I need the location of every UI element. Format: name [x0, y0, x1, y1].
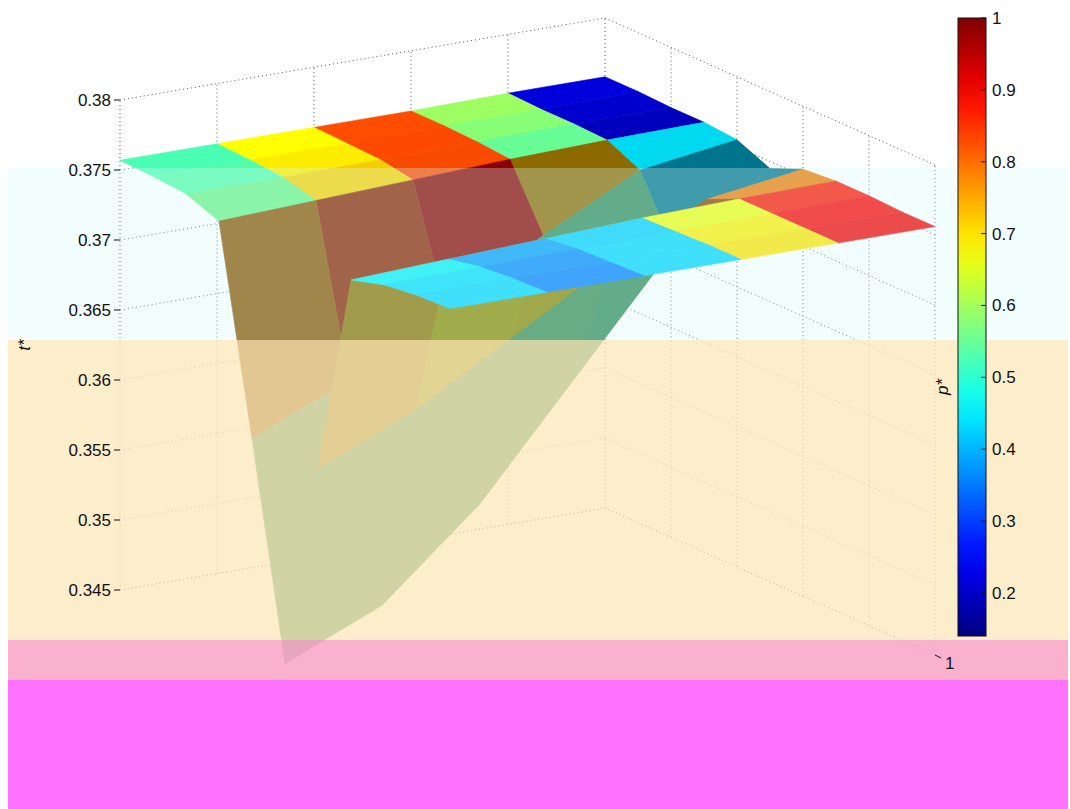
tick — [981, 377, 986, 378]
background — [0, 0, 1070, 809]
band — [8, 168, 1068, 340]
colorbar-ticks: 0.2 0.3 0.4 0.5 0.6 0.7 0.8 0.9 1 — [981, 9, 1016, 603]
tick-label: 0.2 — [992, 584, 1016, 603]
tick — [981, 592, 986, 593]
tick-label: 0.3 — [992, 512, 1016, 531]
tick-label: 0.35 — [78, 511, 111, 530]
tick — [114, 380, 120, 381]
tick-label: 0.355 — [68, 441, 111, 460]
colorbar-title: p* — [933, 378, 952, 396]
band — [8, 640, 1068, 680]
tick — [114, 590, 120, 591]
tick — [981, 161, 986, 162]
tick — [935, 655, 941, 658]
tick — [981, 89, 986, 90]
band — [8, 340, 1068, 640]
tick — [114, 310, 120, 311]
tick — [114, 240, 120, 241]
tick-label: 0.365 — [68, 301, 111, 320]
band — [8, 680, 1068, 809]
tick-label: 0.38 — [78, 91, 111, 110]
overlay-bands — [8, 168, 1068, 809]
tick — [114, 170, 120, 171]
tick — [114, 100, 120, 101]
tick — [981, 233, 986, 234]
tick-label: 0.6 — [992, 296, 1016, 315]
tick-label: 0.36 — [78, 371, 111, 390]
tick — [114, 520, 120, 521]
tick-label: 0.5 — [992, 368, 1016, 387]
grid-line — [120, 18, 605, 100]
tick — [981, 521, 986, 522]
tick — [114, 450, 120, 451]
tick — [981, 449, 986, 450]
tick-label: 0.345 — [68, 581, 111, 600]
texts: 0.345 0.35 0.355 0.36 0.365 0.37 0.375 0.38 t* 1 — [15, 91, 954, 673]
colorbar — [958, 18, 986, 636]
tick-label: 0.4 — [992, 440, 1016, 459]
tick-label: 0.9 — [992, 81, 1016, 100]
tick-label: 0.7 — [992, 225, 1016, 244]
tick-label: 1 — [945, 654, 954, 673]
tick-label: 1 — [992, 9, 1001, 28]
axis-title: t* — [15, 338, 34, 351]
tick-label: 0.375 — [68, 161, 111, 180]
tick-label: 0.37 — [78, 231, 111, 250]
tick-label: 0.8 — [992, 153, 1016, 172]
chart: 0.3450.350.3550.360.3650.370.3750.38t*10… — [0, 0, 1070, 809]
tick — [981, 305, 986, 306]
tick — [981, 18, 986, 19]
